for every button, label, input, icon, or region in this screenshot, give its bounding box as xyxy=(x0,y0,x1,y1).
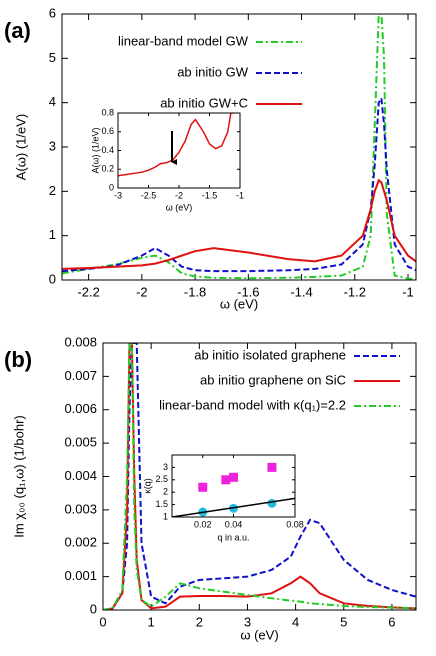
y-tick-label: 3 xyxy=(49,138,56,153)
x-axis-label: q in a.u. xyxy=(217,532,249,542)
y-tick-label: 1.5 xyxy=(155,499,168,509)
y-tick-label: 0.008 xyxy=(64,334,97,349)
x-tick-label: 4 xyxy=(292,614,299,629)
x-tick-label: 5 xyxy=(340,614,347,629)
y-tick-label: 1 xyxy=(49,227,56,242)
y-tick-label: 0.005 xyxy=(64,435,97,450)
series-line xyxy=(103,343,416,610)
x-tick-label: -1.2 xyxy=(344,284,366,299)
marker xyxy=(198,482,208,492)
x-tick-label: -2 xyxy=(136,284,148,299)
x-axis-label: ω (eV) xyxy=(220,296,258,311)
y-tick-label: 2 xyxy=(49,183,56,198)
series-line xyxy=(62,95,416,273)
y-tick-label: 0 xyxy=(109,182,114,192)
x-tick-label: 3 xyxy=(244,614,251,629)
x-tick-label: -1 xyxy=(236,190,244,200)
x-tick-label: -2.2 xyxy=(77,284,99,299)
y-tick-label: 4 xyxy=(49,94,56,109)
y-tick-label: 0.006 xyxy=(64,401,97,416)
y-tick-label: 0.007 xyxy=(64,368,97,383)
y-tick-label: 0.001 xyxy=(64,568,97,583)
x-tick-label: -1.6 xyxy=(237,284,259,299)
x-tick-label: -3 xyxy=(114,190,122,200)
y-tick-label: 0 xyxy=(90,601,97,616)
series-line xyxy=(103,343,416,610)
y-axis-label: Im χ₀₀ (q₁,ω) (1/bohr) xyxy=(11,415,26,537)
plot-area xyxy=(172,462,295,517)
x-tick-label: 0.08 xyxy=(286,519,304,529)
series-line xyxy=(62,178,416,270)
y-axis-label: A(ω) (1/eV) xyxy=(90,127,100,173)
x-tick-label: -2 xyxy=(175,190,183,200)
series-line xyxy=(118,113,234,177)
panel-label: (a) xyxy=(4,18,31,43)
x-tick-label: 0 xyxy=(99,614,106,629)
x-tick-label: 0.04 xyxy=(225,519,243,529)
panel-label: (b) xyxy=(4,347,32,372)
x-tick-label: 2 xyxy=(196,614,203,629)
plot-area xyxy=(103,343,416,610)
y-tick-label: 6 xyxy=(49,5,56,20)
legend-label: ab initio isolated graphene xyxy=(194,347,346,362)
x-axis-label: ω (eV) xyxy=(166,202,193,212)
legend-label: ab initio graphene on SiC xyxy=(200,372,346,387)
y-tick-label: 0.004 xyxy=(64,468,97,483)
y-axis-label: A(ω) (1/eV) xyxy=(13,114,28,181)
marker xyxy=(267,462,277,472)
series-line xyxy=(172,497,295,517)
plot-area xyxy=(62,14,416,280)
axes-frame xyxy=(102,342,417,611)
axes-frame xyxy=(117,112,241,189)
series-line xyxy=(62,14,416,280)
y-tick-label: 3 xyxy=(163,462,168,472)
x-tick-label: 6 xyxy=(388,614,395,629)
y-tick-label: 2 xyxy=(163,487,168,497)
axes-frame xyxy=(171,454,296,518)
inset-background xyxy=(118,113,240,188)
y-tick-label: 2.5 xyxy=(155,474,168,484)
y-tick-label: 0.8 xyxy=(101,107,114,117)
y-tick-label: 5 xyxy=(49,50,56,65)
marker xyxy=(267,498,277,508)
x-tick-label: -2.5 xyxy=(141,190,157,200)
axes-frame xyxy=(61,13,417,281)
y-tick-label: 0.4 xyxy=(101,145,114,155)
x-axis-label: ω (eV) xyxy=(240,627,278,642)
x-tick-label: -1 xyxy=(402,284,414,299)
x-tick-label: 0.02 xyxy=(194,519,212,529)
x-tick-label: -1.5 xyxy=(202,190,218,200)
x-tick-label: -1.8 xyxy=(184,284,206,299)
y-axis-label: κ(q) xyxy=(142,478,152,494)
y-tick-label: 0.2 xyxy=(101,164,114,174)
y-tick-label: 0 xyxy=(49,271,56,286)
legend-label: linear-band model with κ(q₁)=2.2 xyxy=(159,397,346,412)
plot-area xyxy=(118,113,234,177)
marker xyxy=(229,472,238,482)
x-tick-label: -1.4 xyxy=(290,284,312,299)
y-tick-label: 0.002 xyxy=(64,535,97,550)
y-tick-label: 0.6 xyxy=(101,126,114,136)
legend-label: ab initio GW xyxy=(177,64,249,79)
legend-label: linear-band model GW xyxy=(118,33,249,48)
y-tick-label: 0.003 xyxy=(64,501,97,516)
marker xyxy=(221,475,231,485)
x-tick-label: 1 xyxy=(148,614,155,629)
legend-label: ab initio GW+C xyxy=(160,95,248,110)
y-tick-label: 1 xyxy=(163,511,168,521)
